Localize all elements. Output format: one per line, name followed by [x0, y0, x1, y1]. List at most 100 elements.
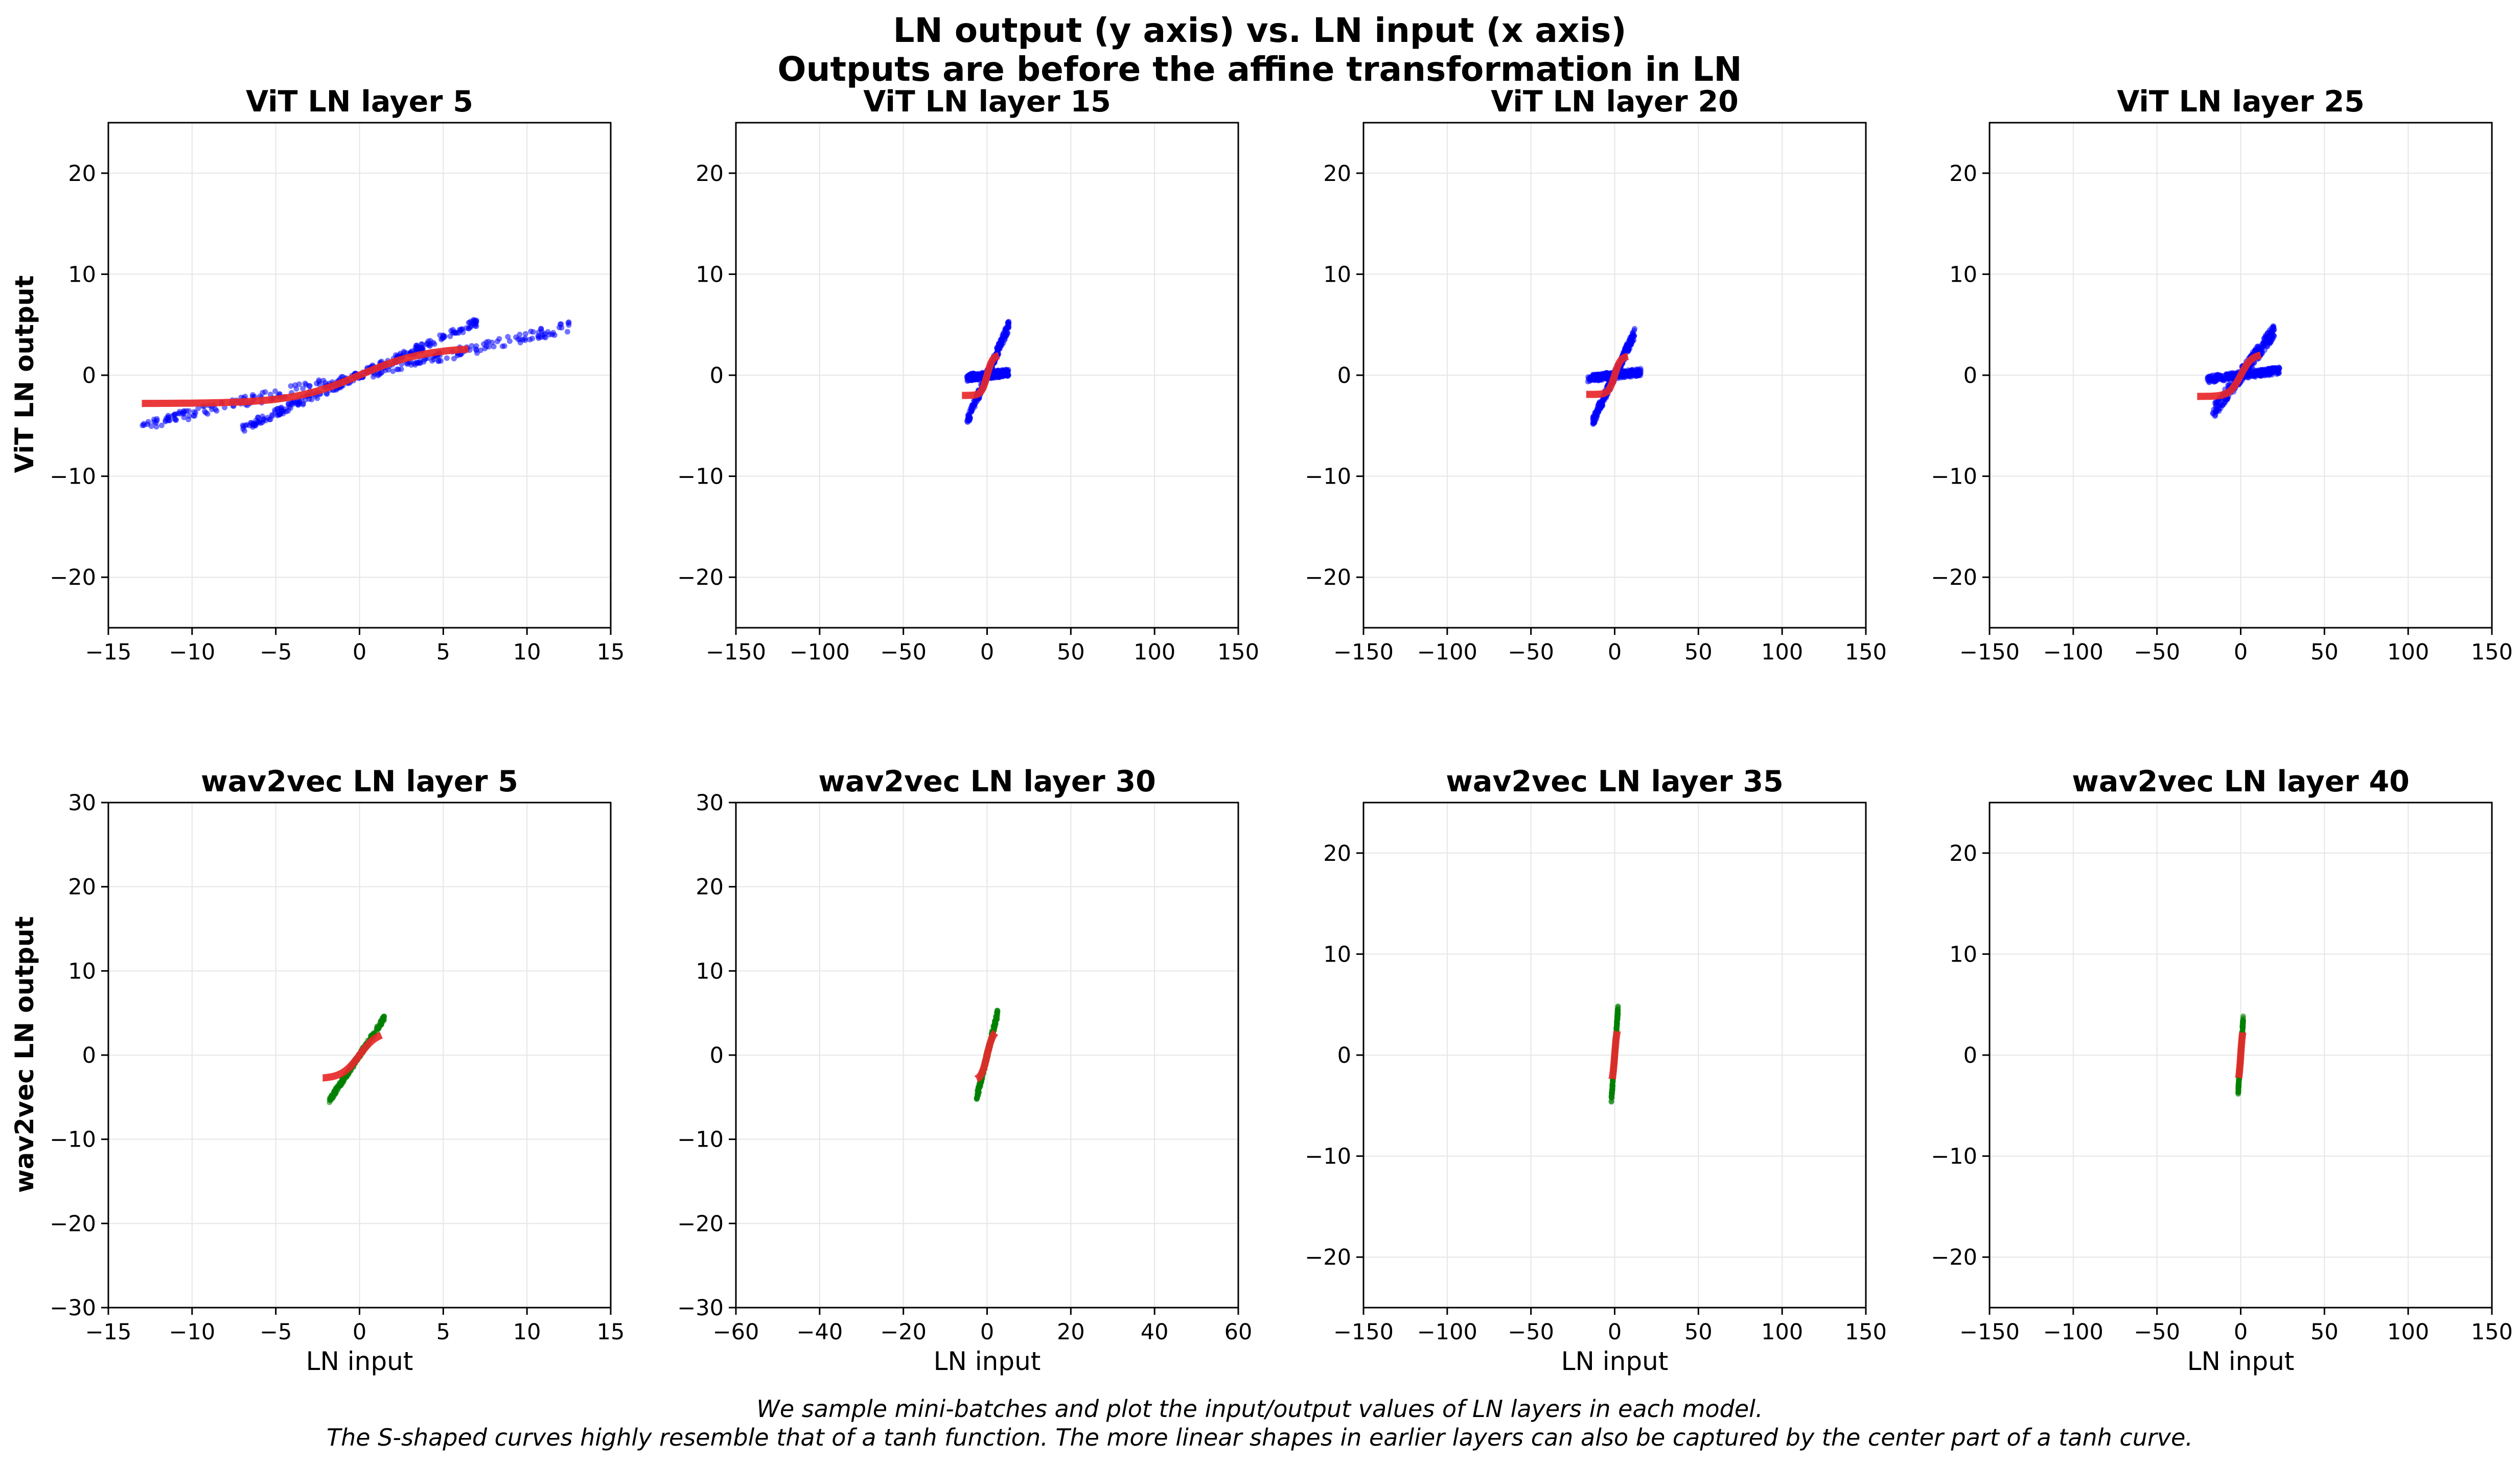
x-tick-label: 0 [1608, 639, 1622, 665]
data-point [1614, 1011, 1621, 1017]
y-tick-label: −20 [1305, 1245, 1351, 1270]
data-point [564, 329, 570, 335]
data-point [286, 403, 292, 409]
x-tick-label: −150 [706, 639, 766, 665]
data-point [267, 392, 273, 398]
data-point [1630, 369, 1636, 375]
data-point [1601, 373, 1607, 379]
subplot-title: wav2vec LN layer 5 [201, 765, 518, 798]
x-tick-label: 150 [2471, 1319, 2513, 1345]
y-tick-label: −10 [1931, 464, 1977, 490]
data-point [1001, 333, 1007, 339]
data-point [991, 1024, 998, 1030]
x-tick-label: 150 [2471, 639, 2513, 665]
x-axis-label: LN input [2187, 1346, 2295, 1376]
tanh-fit-curve [974, 1030, 999, 1083]
data-point [274, 405, 281, 412]
y-tick-label: −10 [677, 464, 724, 490]
subplot-5: −15 −10 −5 0 5 10 15 −30 −20 −10 0 10 20 30 wav2vec LN… [50, 765, 625, 1376]
data-point [469, 343, 475, 349]
data-point [473, 343, 479, 349]
x-tick-label: −100 [1417, 1319, 1477, 1345]
x-tick-label: 100 [2387, 1319, 2429, 1345]
x-tick-label: 100 [1761, 639, 1803, 665]
x-tick-label: 50 [2310, 639, 2339, 665]
y-tick-label: −20 [50, 565, 96, 590]
x-tick-label: −10 [169, 1319, 215, 1345]
y-tick-label: 10 [68, 958, 96, 984]
data-point [283, 408, 289, 415]
data-point [2271, 324, 2277, 330]
y-tick-label: 0 [710, 363, 724, 389]
data-point [296, 381, 302, 387]
data-point [556, 325, 562, 331]
data-point [2260, 372, 2266, 378]
y-tick-label: −10 [1305, 464, 1351, 490]
x-tick-label: 150 [1845, 1319, 1887, 1345]
figure-caption-line1: We sample mini-batches and plot the inpu… [756, 1395, 1763, 1423]
data-point [1622, 349, 1628, 355]
x-tick-label: 0 [2234, 639, 2248, 665]
data-point [296, 400, 302, 406]
subplot-title: ViT LN layer 25 [2117, 85, 2365, 119]
data-point [259, 413, 265, 419]
x-tick-label: 5 [436, 1319, 450, 1345]
x-tick-label: 150 [1845, 639, 1887, 665]
data-point [158, 422, 165, 428]
x-tick-label: −150 [1333, 1319, 1394, 1345]
data-point [154, 416, 160, 422]
data-point [489, 339, 495, 346]
data-point [973, 376, 979, 382]
data-point [522, 331, 528, 337]
x-tick-label: 50 [1684, 1319, 1713, 1345]
x-tick-label: 0 [1608, 1319, 1622, 1345]
tanh-fit-curve [142, 345, 469, 407]
tanh-fit-curve [322, 1032, 383, 1082]
data-point [968, 377, 974, 383]
subplot-6: −60 −40 −20 0 20 40 60 −30 −20 −10 0 10 20 30 wav2vec … [677, 765, 1252, 1376]
data-point [306, 383, 312, 389]
data-point [513, 334, 519, 340]
y-tick-label: 0 [710, 1043, 724, 1068]
x-tick-label: −150 [1333, 639, 1394, 665]
data-point [1586, 376, 1592, 382]
y-tick-label: 20 [68, 875, 96, 900]
x-tick-label: 20 [1057, 1319, 1085, 1345]
data-point [528, 328, 534, 334]
x-tick-label: −100 [790, 639, 850, 665]
y-tick-label: −10 [1305, 1144, 1351, 1170]
data-point [255, 418, 261, 424]
data-point [300, 385, 306, 392]
figure-title-line1: LN output (y axis) vs. LN input (x axis) [893, 11, 1626, 50]
y-tick-label: −20 [1931, 565, 1977, 590]
data-point [1004, 324, 1010, 330]
data-point [2247, 369, 2253, 375]
data-point [145, 419, 151, 425]
data-point [255, 414, 261, 420]
data-point [2264, 343, 2270, 349]
x-tick-label: −50 [2134, 639, 2180, 665]
x-tick-label: −10 [169, 639, 215, 665]
data-point [263, 418, 269, 424]
y-tick-label: 0 [82, 1043, 96, 1068]
data-point [466, 325, 472, 331]
x-axis-label: LN input [1561, 1346, 1669, 1376]
x-tick-label: 0 [353, 639, 366, 665]
x-tick-label: 15 [597, 639, 625, 665]
y-tick-label: −10 [1931, 1144, 1977, 1170]
figure-caption-line2: The S-shaped curves highly resemble that… [327, 1424, 2193, 1451]
x-axis-label: LN input [306, 1346, 413, 1376]
data-point [278, 410, 284, 417]
data-point [195, 405, 201, 412]
data-point [262, 389, 268, 395]
x-tick-label: −100 [2043, 639, 2103, 665]
x-tick-label: 10 [513, 639, 541, 665]
x-tick-label: −5 [260, 1319, 292, 1345]
x-tick-label: 0 [980, 639, 994, 665]
data-point [566, 319, 572, 325]
y-tick-label: 20 [1949, 841, 1977, 866]
data-point [527, 336, 533, 342]
data-point [390, 368, 396, 374]
